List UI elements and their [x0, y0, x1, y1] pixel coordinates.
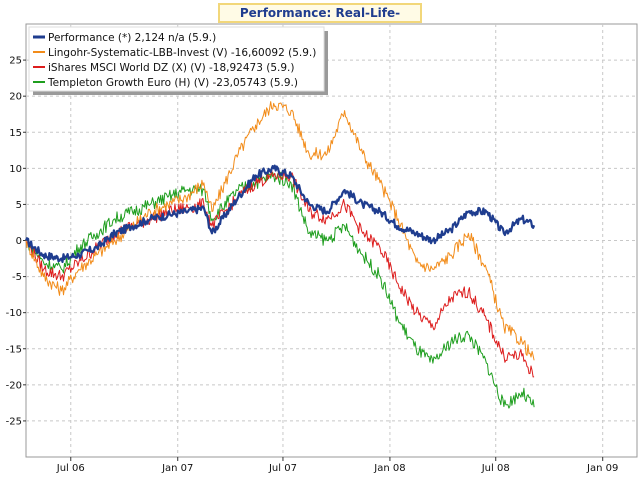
x-tick-label: Jul 08	[481, 463, 510, 474]
x-tick-label: Jan 07	[161, 463, 193, 474]
series-line	[25, 101, 535, 361]
plot-frame	[25, 23, 638, 458]
series-line	[24, 164, 536, 264]
x-tick-label: Jan 09	[586, 463, 618, 474]
y-tick-label: 15	[9, 128, 22, 139]
legend-entry: Templeton Growth Euro (H) (V) -23,05743 …	[47, 77, 298, 89]
y-axis-ticks: 25 20 15 10 5 0 -5 -10 -15 -20 -25	[6, 56, 26, 427]
y-tick-label: 5	[16, 200, 22, 211]
y-tick-label: -25	[6, 416, 22, 427]
legend-entry: Performance (*) 2,124 n/a (5.9.)	[48, 32, 216, 44]
y-tick-label: -20	[6, 380, 22, 391]
y-tick-label: -15	[6, 344, 22, 355]
x-axis-ticks: Jul 06 Jan 07 Jul 07 Jan 08 Jul 08 Jan 09	[56, 457, 618, 474]
series-line	[26, 171, 535, 409]
x-tick-label: Jul 06	[56, 463, 85, 474]
grid-lines	[26, 24, 637, 457]
y-tick-label: 10	[9, 164, 22, 175]
y-tick-label: 25	[9, 56, 22, 67]
y-tick-label: 20	[9, 92, 22, 103]
legend: Performance (*) 2,124 n/a (5.9.) Lingohr-…	[28, 26, 328, 95]
x-tick-label: Jul 07	[268, 463, 297, 474]
series-lines	[24, 101, 536, 409]
y-tick-label: -5	[12, 272, 22, 283]
legend-entry: Lingohr-Systematic-LBB-Invest (V) -16,60…	[48, 47, 316, 59]
y-tick-label: -10	[6, 308, 22, 319]
legend-box	[28, 26, 325, 92]
y-tick-label: 0	[16, 236, 22, 247]
legend-entry: iShares MSCI World DZ (X) (V) -18,92473 …	[48, 62, 294, 74]
x-tick-label: Jan 08	[373, 463, 405, 474]
